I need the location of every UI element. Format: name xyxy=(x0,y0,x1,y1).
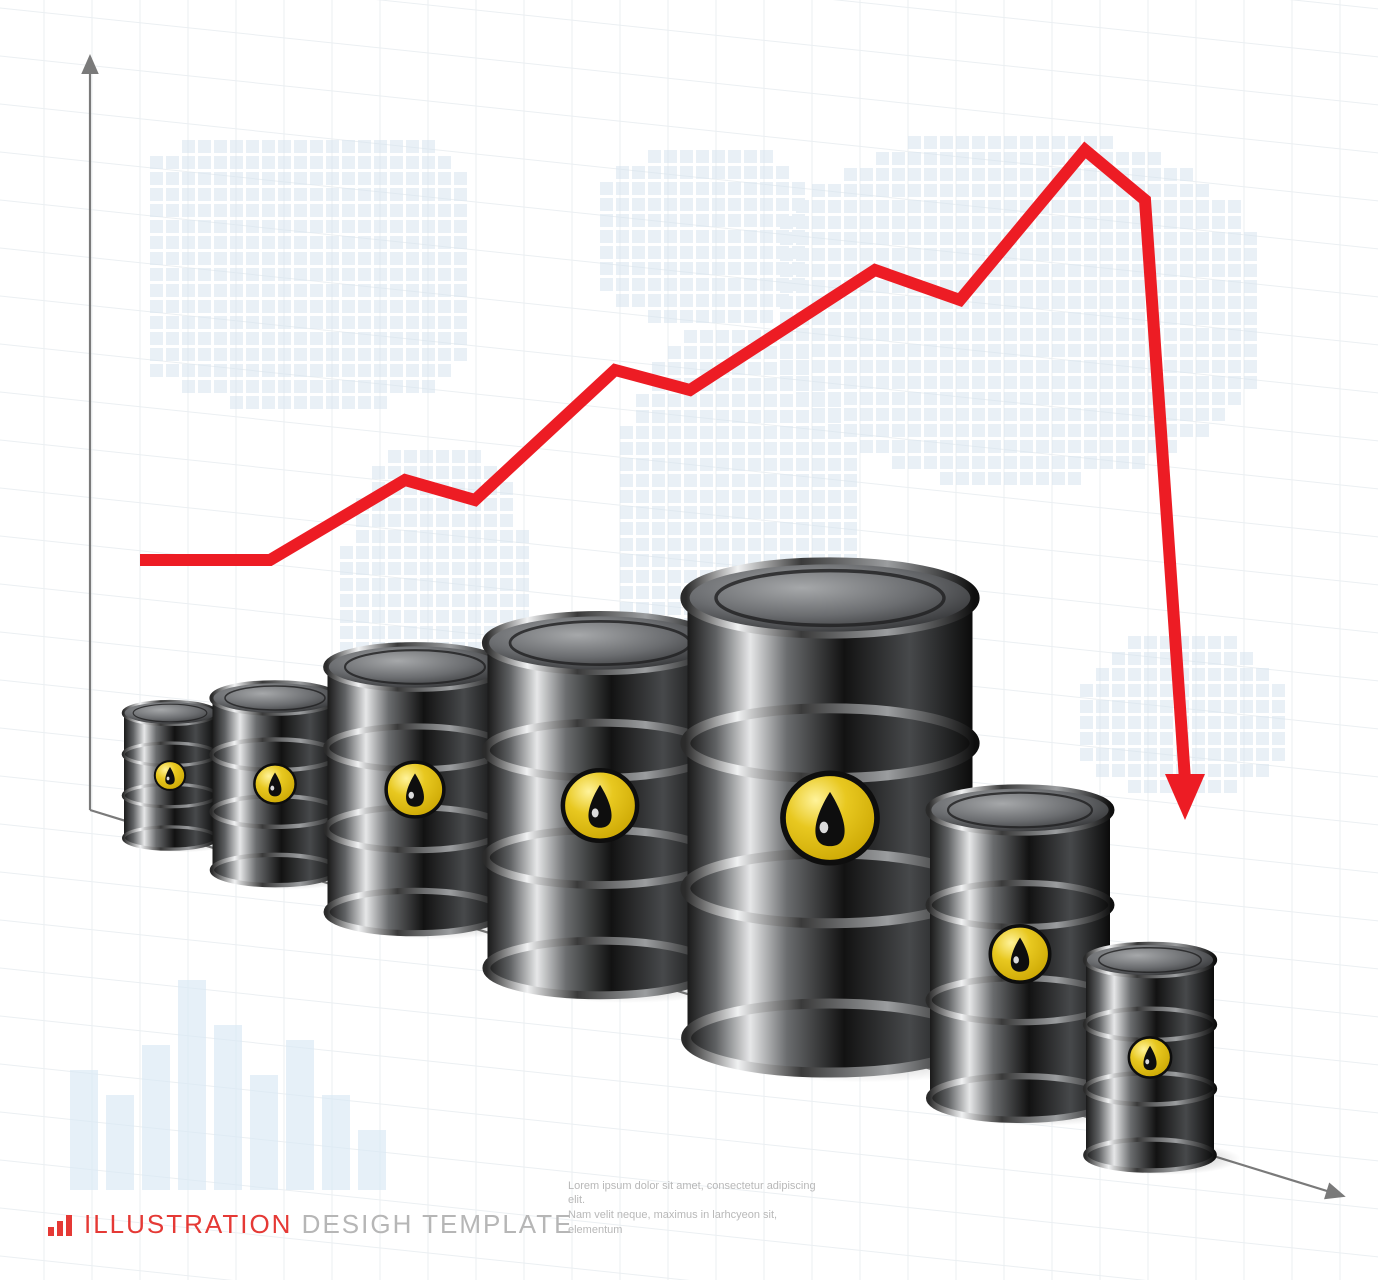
mini-bar-chart xyxy=(70,980,386,1190)
footer-title-part2: DESIGH TEMPLATE xyxy=(302,1209,574,1239)
footer-bars-icon xyxy=(48,1214,72,1236)
footer: ILLUSTRATION DESIGH TEMPLATE xyxy=(48,1209,573,1240)
footer-title: ILLUSTRATION DESIGH TEMPLATE xyxy=(84,1209,573,1240)
footer-subtext: Lorem ipsum dolor sit amet, consectetur … xyxy=(568,1179,818,1238)
footer-sub-line1: Lorem ipsum dolor sit amet, consectetur … xyxy=(568,1179,818,1209)
infographic-canvas xyxy=(0,0,1378,1280)
oil-barrel xyxy=(1085,944,1241,1175)
footer-title-part1: ILLUSTRATION xyxy=(84,1209,292,1239)
footer-sub-line2: Nam velit neque, maximus in larhcyeon si… xyxy=(568,1208,818,1238)
